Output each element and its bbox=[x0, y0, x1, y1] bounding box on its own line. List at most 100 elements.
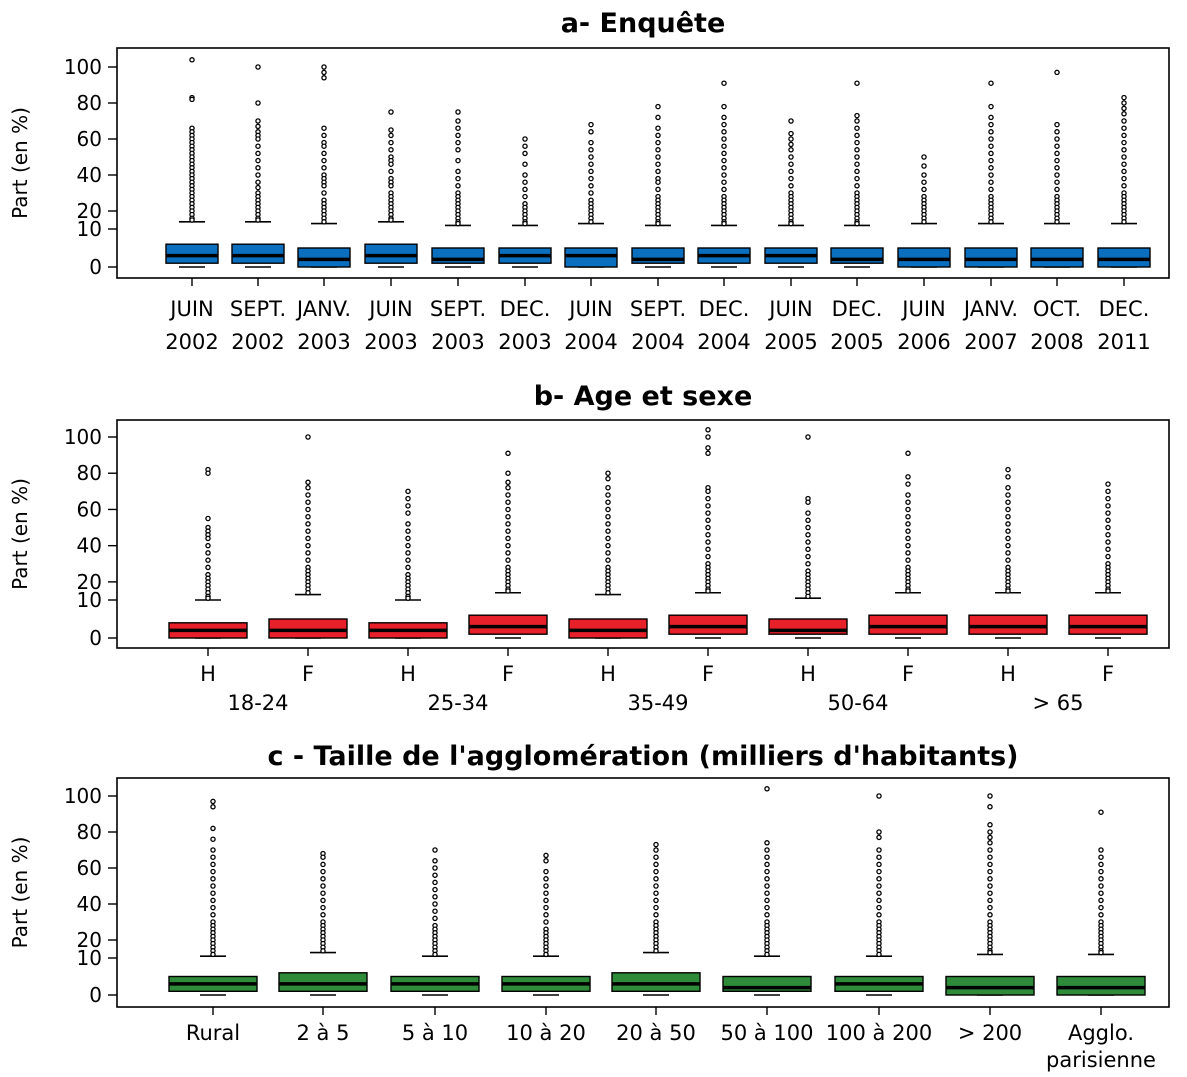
outlier-point bbox=[921, 163, 927, 169]
outlier-point bbox=[1105, 588, 1111, 594]
outlier-point bbox=[655, 161, 661, 167]
outlier-point bbox=[543, 852, 549, 859]
outlier-point bbox=[805, 517, 811, 524]
outlier-point bbox=[905, 492, 911, 498]
outlier-point bbox=[1005, 557, 1011, 563]
outlier-point bbox=[721, 220, 727, 227]
outlier-point bbox=[988, 143, 994, 149]
outlier-point bbox=[320, 861, 326, 868]
outlier-point bbox=[543, 912, 549, 918]
outlier-point bbox=[255, 150, 261, 157]
outlier-point bbox=[1054, 172, 1060, 178]
box-body bbox=[297, 247, 351, 268]
box-8 bbox=[868, 450, 948, 639]
outlier-point bbox=[805, 510, 811, 516]
box-1 bbox=[168, 798, 258, 996]
outlier-point bbox=[432, 886, 438, 893]
outlier-point bbox=[1121, 105, 1127, 112]
outlier-point bbox=[455, 175, 461, 182]
outlier-point bbox=[588, 147, 594, 153]
outlier-point bbox=[321, 190, 327, 196]
outlier-point bbox=[210, 876, 216, 882]
outlier-point bbox=[1005, 542, 1011, 549]
outlier-point bbox=[705, 588, 711, 594]
box-3 bbox=[297, 64, 351, 268]
outlier-point bbox=[987, 949, 993, 956]
outlier-point bbox=[189, 57, 195, 63]
plot-frame bbox=[116, 777, 1170, 1008]
x-category-label: DEC. bbox=[1099, 297, 1150, 321]
x-category-label: F bbox=[902, 662, 914, 686]
outlier-point bbox=[1005, 492, 1011, 498]
outlier-point bbox=[305, 542, 311, 549]
outlier-point bbox=[1005, 528, 1011, 534]
outlier-point bbox=[543, 890, 549, 896]
outlier-point bbox=[905, 499, 911, 505]
outlier-point bbox=[210, 912, 216, 918]
x-category-label: 2011 bbox=[1097, 330, 1150, 354]
outlier-point bbox=[405, 595, 411, 601]
outlier-point bbox=[705, 553, 711, 560]
outlier-point bbox=[721, 165, 727, 171]
y-tick-label: 40 bbox=[77, 892, 102, 916]
outlier-point bbox=[320, 883, 326, 889]
y-tick-label: 80 bbox=[77, 820, 102, 844]
outlier-point bbox=[255, 118, 261, 124]
outlier-point bbox=[1121, 161, 1127, 167]
x-category-label: 2004 bbox=[564, 330, 617, 354]
outlier-point bbox=[205, 535, 211, 542]
outlier-point bbox=[988, 114, 994, 121]
box-5 bbox=[611, 841, 701, 996]
outlier-point bbox=[522, 193, 528, 200]
box-4 bbox=[364, 109, 418, 268]
x-category-label: 2003 bbox=[364, 330, 417, 354]
outlier-point bbox=[320, 854, 326, 860]
outlier-point bbox=[655, 114, 661, 121]
panel-3: c - Taille de l'agglomération (milliers … bbox=[8, 741, 1170, 1072]
outlier-point bbox=[721, 121, 727, 128]
box-2 bbox=[278, 850, 368, 996]
outlier-point bbox=[653, 912, 659, 918]
outlier-point bbox=[205, 550, 211, 556]
y-axis-label: Part (en %) bbox=[8, 478, 32, 590]
box-9 bbox=[968, 466, 1048, 639]
outlier-point bbox=[854, 112, 860, 119]
outlier-point bbox=[987, 840, 993, 846]
outlier-point bbox=[988, 165, 994, 171]
outlier-point bbox=[320, 897, 326, 904]
box-body bbox=[1068, 614, 1148, 635]
outlier-point bbox=[432, 858, 438, 864]
outlier-point bbox=[721, 172, 727, 178]
outlier-point bbox=[655, 154, 661, 160]
outlier-point bbox=[320, 948, 326, 954]
box-body bbox=[278, 972, 368, 992]
outlier-point bbox=[305, 550, 311, 556]
outlier-point bbox=[988, 80, 994, 86]
outlier-point bbox=[705, 434, 711, 440]
outlier-point bbox=[764, 786, 770, 792]
outlier-point bbox=[321, 75, 327, 81]
x-category-label: Agglo. bbox=[1068, 1021, 1134, 1045]
x-category-label: JUIN bbox=[567, 297, 612, 321]
outlier-point bbox=[205, 515, 211, 522]
outlier-point bbox=[432, 901, 438, 907]
outlier-point bbox=[988, 172, 994, 178]
outlier-point bbox=[388, 161, 394, 167]
outlier-point bbox=[1005, 466, 1011, 473]
outlier-point bbox=[788, 154, 794, 160]
outlier-point bbox=[255, 172, 261, 178]
outlier-point bbox=[854, 125, 860, 131]
outlier-point bbox=[305, 513, 311, 520]
outlier-point bbox=[705, 510, 711, 516]
outlier-point bbox=[653, 847, 659, 853]
x-category-label: JUIN bbox=[900, 297, 945, 321]
box-13 bbox=[964, 80, 1018, 268]
outlier-point bbox=[605, 542, 611, 549]
outlier-point bbox=[320, 912, 326, 918]
x-category-label: 2007 bbox=[964, 330, 1017, 354]
outlier-point bbox=[255, 217, 261, 223]
x-category-label: JUIN bbox=[767, 297, 812, 321]
outlier-point bbox=[764, 854, 770, 860]
outlier-point bbox=[388, 127, 394, 133]
outlier-point bbox=[388, 139, 394, 146]
